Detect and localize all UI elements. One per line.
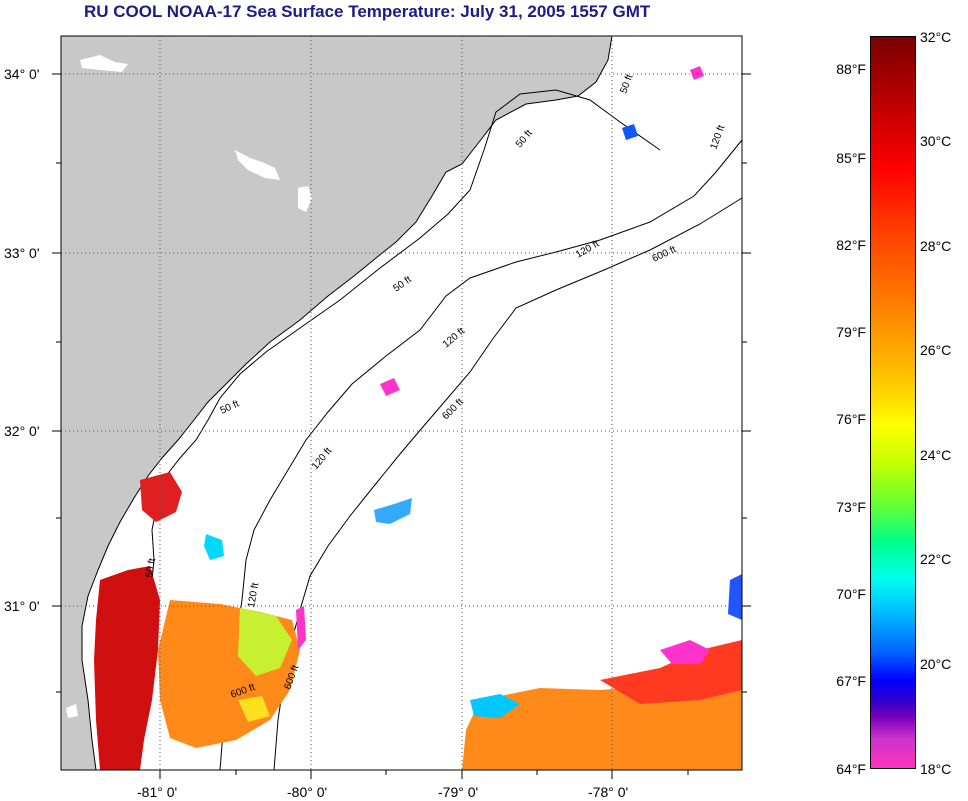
lake-patch <box>298 186 312 212</box>
lat-label: 31° 0' <box>4 598 40 614</box>
colorbar-c-label: 20°C <box>920 656 952 672</box>
colorbar-f-label: 79°F <box>836 324 866 340</box>
colorbar-c-label: 32°C <box>920 29 952 45</box>
colorbar-c-label: 22°C <box>920 551 952 567</box>
graticule <box>61 36 742 770</box>
sst-data-patches <box>94 66 742 770</box>
land-area <box>60 35 613 771</box>
lake-patch <box>80 55 128 72</box>
contour-label: 120 ft <box>246 582 261 609</box>
colorbar-c-label: 24°C <box>920 447 952 463</box>
lon-label: -79° 0' <box>438 784 478 800</box>
axis-ticks <box>52 73 751 779</box>
colorbar-c-label: 18°C <box>920 761 952 777</box>
map-title: RU COOL NOAA-17 Sea Surface Temperature:… <box>84 2 651 21</box>
colorbar-f-label: 67°F <box>836 673 866 689</box>
colorbar-f-label: 85°F <box>836 150 866 166</box>
map-frame <box>60 35 743 771</box>
lon-label: -80° 0' <box>287 784 327 800</box>
colorbar-f-label: 76°F <box>836 411 866 427</box>
colorbar-f-label: 73°F <box>836 499 866 515</box>
contour-label: 50 ft <box>144 557 158 578</box>
lake-patch <box>235 150 280 180</box>
lon-label: -78° 0' <box>588 784 628 800</box>
lat-label: 33° 0' <box>4 245 40 261</box>
lat-label: 32° 0' <box>4 423 40 439</box>
colorbar-f-label: 88°F <box>836 61 866 77</box>
lon-label: -81° 0' <box>137 784 177 800</box>
colorbar-f-label: 70°F <box>836 586 866 602</box>
colorbar-c-label: 26°C <box>920 342 952 358</box>
colorbar <box>870 36 916 769</box>
colorbar-c-label: 28°C <box>920 238 952 254</box>
lat-label: 34° 0' <box>4 66 40 82</box>
lake-patch <box>66 704 78 718</box>
colorbar-f-label: 64°F <box>836 761 866 777</box>
colorbar-c-label: 30°C <box>920 133 952 149</box>
colorbar-f-label: 82°F <box>836 237 866 253</box>
